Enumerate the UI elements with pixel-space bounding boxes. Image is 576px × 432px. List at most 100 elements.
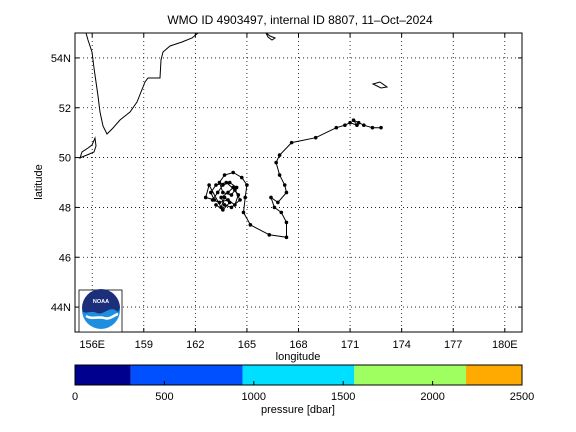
- profile-point: [226, 190, 230, 195]
- profile-point: [217, 200, 222, 205]
- commander-island-coastline: [265, 33, 277, 41]
- profile-point: [221, 190, 225, 195]
- profile-point: [267, 233, 272, 237]
- profile-point: [362, 123, 366, 127]
- profile-point: [277, 173, 282, 177]
- logo-text: NOAA: [93, 299, 109, 305]
- colorbar-frame: [74, 364, 523, 386]
- profile-point: [379, 125, 383, 130]
- colorbar-ticks: 0 500 1000 1500 2000 2500: [72, 381, 534, 403]
- pressure-colorbar: 0 500 1000 1500 2000 2500 pressure [dbar]: [72, 364, 534, 416]
- map-area: [74, 32, 523, 333]
- profile-point: [355, 123, 359, 127]
- logo-wave: [85, 312, 119, 320]
- colorbar-segment: [75, 365, 131, 385]
- profile-point: [239, 175, 244, 180]
- x-tick-label: 174: [392, 339, 410, 351]
- x-tick-label: 156E: [79, 339, 105, 351]
- profile-point: [313, 135, 318, 140]
- noaa-logo: NOAA: [78, 289, 123, 333]
- profile-point: [233, 188, 237, 192]
- profile-point: [214, 183, 218, 187]
- profile-point: [222, 195, 227, 200]
- colorbar-segments: [75, 365, 522, 385]
- profile-point: [279, 210, 284, 215]
- colorbar-tick-label: 1000: [242, 391, 266, 403]
- profile-point: [222, 203, 227, 207]
- y-tick-label: 52: [59, 103, 71, 115]
- profile-point: [221, 183, 225, 187]
- profile-point: [269, 195, 273, 200]
- x-tick-label: 171: [341, 339, 359, 351]
- profile-point: [284, 190, 289, 195]
- profile-point: [203, 195, 208, 200]
- profile-point: [272, 205, 277, 210]
- profile-point: [227, 200, 232, 205]
- y-tick-label: 46: [59, 252, 71, 264]
- profile-point: [212, 198, 217, 202]
- colorbar-segment: [466, 365, 522, 385]
- profile-point: [207, 183, 211, 187]
- profile-point: [215, 190, 220, 195]
- y-tick-label: 50: [59, 153, 71, 165]
- profile-point: [243, 195, 248, 200]
- small-island-coastline: [371, 81, 389, 89]
- coastlines: [79, 33, 389, 159]
- grid-lines: [75, 33, 522, 332]
- profile-point: [217, 180, 222, 185]
- profile-point: [276, 200, 280, 205]
- colorbar-segment: [130, 365, 243, 385]
- y-tick-label: 44N: [51, 302, 71, 314]
- kamchatka-coastline: [85, 33, 199, 135]
- map-background: [75, 33, 522, 332]
- colorbar-label: pressure [dbar]: [261, 404, 335, 416]
- y-tick-label: 48: [59, 202, 71, 214]
- colorbar-segment: [354, 365, 467, 385]
- profile-point: [229, 205, 234, 210]
- profile-point: [274, 160, 278, 165]
- colorbar-tick-label: 500: [155, 391, 173, 403]
- x-tick-label: 159: [135, 339, 153, 351]
- profile-point: [343, 123, 347, 127]
- colorbar-tick-label: 1500: [331, 391, 355, 403]
- x-axis-label: longitude: [276, 351, 321, 363]
- x-tick-label: 165: [238, 339, 256, 351]
- axis-ticks: [75, 33, 522, 332]
- profile-point: [289, 140, 294, 145]
- profile-point: [282, 183, 287, 187]
- profile-point: [231, 170, 235, 175]
- colorbar-tick-label: 2500: [510, 391, 534, 403]
- figure-title: WMO ID 4903497, internal ID 8807, 11–Oct…: [167, 13, 433, 27]
- profile-point: [219, 195, 223, 200]
- profile-point: [221, 208, 225, 212]
- profile-point: [351, 118, 356, 123]
- profile-point: [209, 190, 213, 195]
- colorbar-tick-label: 2000: [420, 391, 444, 403]
- float-trajectory: [203, 118, 383, 240]
- colorbar-segment: [242, 365, 355, 385]
- y-tick-label: 54N: [51, 53, 71, 65]
- profile-point: [334, 125, 339, 130]
- kuril-island-coastline: [79, 136, 97, 159]
- profile-point: [241, 210, 246, 215]
- profile-point: [284, 220, 289, 225]
- profile-point: [248, 223, 253, 227]
- x-tick-label: 180E: [492, 339, 518, 351]
- colorbar-tick-label: 0: [72, 391, 78, 403]
- y-axis-label: latitude: [33, 164, 45, 199]
- profile-point: [370, 125, 375, 130]
- profile-point: [277, 153, 282, 157]
- profile-point: [222, 173, 227, 177]
- profile-point: [214, 203, 218, 207]
- profile-point: [245, 183, 249, 187]
- profile-point: [238, 198, 242, 202]
- profile-point: [233, 203, 237, 207]
- profile-point: [236, 193, 241, 197]
- profile-point: [224, 180, 229, 185]
- profile-point: [229, 193, 234, 197]
- profile-point: [284, 235, 289, 240]
- profile-point: [227, 180, 232, 185]
- x-tick-label: 168: [289, 339, 307, 351]
- logo-sky: [82, 289, 120, 314]
- x-tick-label: 162: [186, 339, 204, 351]
